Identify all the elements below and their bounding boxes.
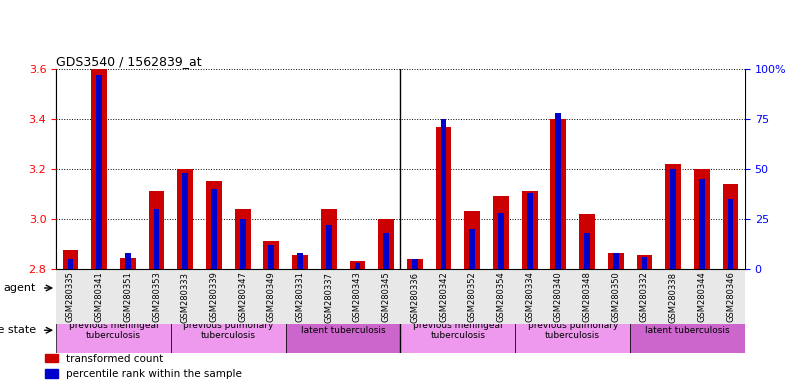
- Text: previous meningeal
tuberculosis: previous meningeal tuberculosis: [413, 321, 503, 340]
- Bar: [642, 257, 647, 269]
- Text: Mycobacterium tuberculosis H37Rv lysate: Mycobacterium tuberculosis H37Rv lysate: [463, 283, 682, 293]
- Bar: [694, 169, 710, 269]
- Bar: [465, 212, 480, 269]
- Text: previous meningeal
tuberculosis: previous meningeal tuberculosis: [69, 321, 159, 340]
- Bar: [125, 253, 131, 269]
- Bar: [62, 250, 78, 269]
- Bar: [550, 119, 566, 269]
- Text: latent tuberculosis: latent tuberculosis: [646, 326, 730, 335]
- Bar: [727, 199, 734, 269]
- Bar: [292, 255, 308, 269]
- Bar: [183, 173, 188, 269]
- Bar: [239, 219, 245, 269]
- Bar: [355, 263, 360, 269]
- Text: control: control: [210, 283, 247, 293]
- Bar: [206, 182, 222, 269]
- Text: previous pulmonary
tuberculosis: previous pulmonary tuberculosis: [183, 321, 273, 340]
- Text: agent: agent: [3, 283, 36, 293]
- Bar: [498, 213, 504, 269]
- Bar: [154, 209, 159, 269]
- Bar: [268, 245, 274, 269]
- Bar: [321, 209, 336, 269]
- Bar: [608, 253, 624, 269]
- Bar: [579, 214, 595, 269]
- Bar: [521, 192, 537, 269]
- Bar: [584, 233, 590, 269]
- Bar: [699, 179, 705, 269]
- Bar: [120, 258, 135, 269]
- Bar: [670, 169, 676, 269]
- Bar: [400, 269, 745, 307]
- Text: previous pulmonary
tuberculosis: previous pulmonary tuberculosis: [528, 321, 618, 340]
- Bar: [555, 113, 562, 269]
- Bar: [286, 307, 400, 353]
- Text: disease state: disease state: [0, 325, 36, 335]
- Bar: [378, 219, 394, 269]
- Bar: [527, 193, 533, 269]
- Bar: [96, 75, 102, 269]
- Bar: [493, 197, 509, 269]
- Bar: [177, 169, 193, 269]
- Bar: [91, 69, 107, 269]
- Bar: [613, 253, 618, 269]
- Bar: [235, 209, 251, 269]
- Bar: [400, 307, 515, 353]
- Bar: [349, 262, 365, 269]
- Text: latent tuberculosis: latent tuberculosis: [301, 326, 385, 335]
- Bar: [326, 225, 332, 269]
- Bar: [515, 307, 630, 353]
- Bar: [469, 229, 475, 269]
- Legend: transformed count, percentile rank within the sample: transformed count, percentile rank withi…: [46, 354, 242, 379]
- Bar: [171, 307, 286, 353]
- Bar: [441, 119, 446, 269]
- Bar: [67, 259, 74, 269]
- Bar: [383, 233, 389, 269]
- Text: GDS3540 / 1562839_at: GDS3540 / 1562839_at: [56, 55, 202, 68]
- Bar: [56, 269, 400, 307]
- Bar: [630, 307, 745, 353]
- Bar: [149, 192, 164, 269]
- Bar: [637, 255, 652, 269]
- Bar: [666, 164, 681, 269]
- Bar: [211, 189, 217, 269]
- Bar: [56, 307, 171, 353]
- Bar: [436, 127, 452, 269]
- Bar: [407, 259, 423, 269]
- Bar: [264, 242, 280, 269]
- Bar: [723, 184, 739, 269]
- Bar: [412, 259, 418, 269]
- Bar: [297, 253, 303, 269]
